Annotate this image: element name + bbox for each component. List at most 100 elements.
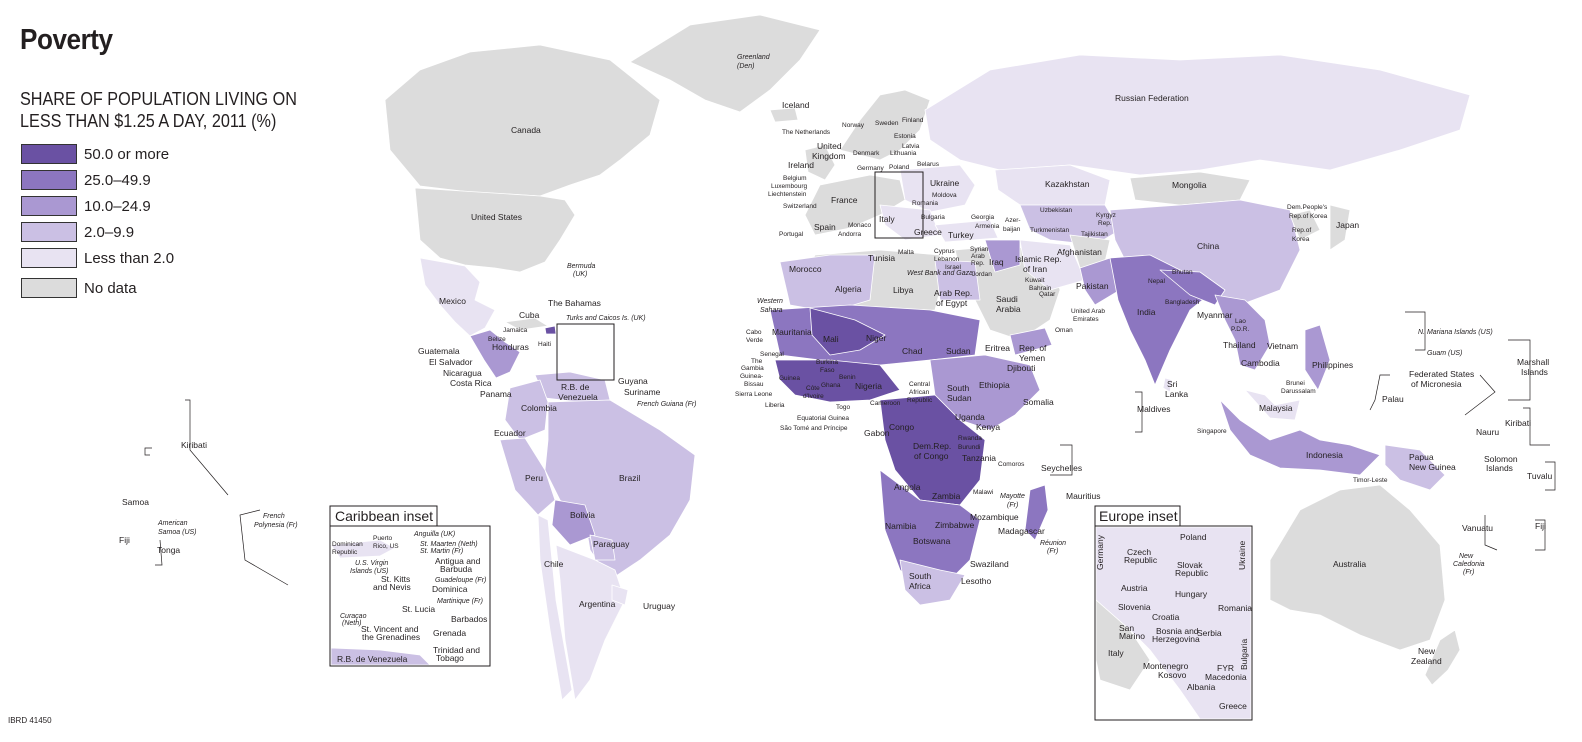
place-label: Yemen bbox=[1019, 353, 1045, 363]
place-label: Poland bbox=[889, 164, 910, 171]
place-label: St. Vincent and bbox=[361, 624, 419, 634]
place-label: Norway bbox=[842, 122, 865, 129]
place-label: and Nevis bbox=[373, 582, 411, 592]
place-label: Czech bbox=[1127, 547, 1151, 557]
place-label: Ecuador bbox=[494, 428, 526, 438]
place-label: San bbox=[1119, 623, 1134, 633]
place-label: Indonesia bbox=[1306, 450, 1343, 460]
place-label: Iraq bbox=[989, 257, 1004, 267]
place-label: Iceland bbox=[782, 100, 810, 110]
place-label: Chile bbox=[544, 559, 564, 569]
leader-line bbox=[144, 447, 152, 456]
place-label: Bermuda bbox=[567, 263, 596, 270]
place-label: Mali bbox=[823, 334, 839, 344]
place-label: Croatia bbox=[1152, 612, 1180, 622]
place-label: Myanmar bbox=[1197, 310, 1233, 320]
place-label: The Bahamas bbox=[548, 298, 601, 308]
place-label: St. Lucia bbox=[402, 604, 435, 614]
place-label: Mayotte bbox=[1000, 493, 1025, 500]
place-label: Côte bbox=[806, 385, 820, 392]
place-label: Ireland bbox=[788, 160, 814, 170]
place-label: Grenada bbox=[433, 628, 466, 638]
place-label: Faso bbox=[820, 367, 835, 374]
region-southern-africa bbox=[879, 469, 981, 591]
place-label: Niger bbox=[866, 333, 886, 343]
place-label: Belize bbox=[488, 336, 506, 343]
region-malaysia bbox=[1244, 389, 1301, 421]
place-label: Barbuda bbox=[440, 564, 472, 574]
legend-item: 25.0–49.9 bbox=[21, 167, 174, 193]
place-label: Latvia bbox=[902, 143, 920, 150]
place-label: Madagascar bbox=[998, 526, 1045, 536]
region-mali-niger bbox=[809, 307, 886, 356]
place-label: Djibouti bbox=[1007, 363, 1035, 373]
place-label: St. Kitts bbox=[381, 574, 410, 584]
region-new-zealand bbox=[1424, 629, 1461, 686]
place-label: Romania bbox=[912, 200, 938, 207]
place-label: Lithuania bbox=[890, 150, 917, 157]
place-label: Cuba bbox=[519, 310, 540, 320]
place-label: Bulgaria bbox=[921, 214, 945, 221]
place-label: Lebanon bbox=[934, 256, 960, 263]
place-label: Armenia bbox=[975, 223, 1000, 230]
place-label: (UK) bbox=[573, 271, 587, 278]
place-label: Herzegovina bbox=[1152, 634, 1200, 644]
place-label: Tanzania bbox=[962, 453, 996, 463]
place-label: R.B. de bbox=[561, 382, 590, 392]
place-label: (Neth) bbox=[342, 620, 361, 627]
place-label: Macedonia bbox=[1205, 672, 1247, 682]
place-label: Vietnam bbox=[1267, 341, 1298, 351]
region-turkey bbox=[934, 219, 999, 243]
map-code: IBRD 41450 bbox=[8, 716, 52, 725]
place-label: Georgia bbox=[971, 214, 995, 221]
region-sri-lanka bbox=[1162, 377, 1173, 393]
region-bolivia bbox=[551, 499, 596, 546]
place-label: P.D.R. bbox=[1231, 326, 1249, 333]
legend-label: 50.0 or more bbox=[84, 145, 170, 163]
legend-swatch bbox=[21, 144, 77, 164]
place-label: Paraguay bbox=[593, 539, 630, 549]
place-label: Trinidad and bbox=[433, 645, 480, 655]
europe-inset-title: Europe inset bbox=[1099, 508, 1178, 524]
place-label: Poland bbox=[1180, 532, 1207, 542]
place-label: Malta bbox=[898, 249, 914, 256]
place-label: Liberia bbox=[765, 402, 785, 409]
place-label: Guatemala bbox=[418, 346, 460, 356]
place-label: Curaçao bbox=[340, 613, 367, 620]
place-label: Moldova bbox=[932, 192, 957, 199]
place-label: Thailand bbox=[1223, 340, 1256, 350]
place-label: Italy bbox=[879, 214, 895, 224]
place-label: Barbados bbox=[451, 614, 487, 624]
place-label: Algeria bbox=[835, 284, 862, 294]
place-label: Afghanistan bbox=[1057, 247, 1102, 257]
place-label: of Micronesia bbox=[1411, 379, 1462, 389]
place-label: Maldives bbox=[1137, 404, 1171, 414]
place-label: Samoa bbox=[122, 497, 149, 507]
place-label: Anguilla (UK) bbox=[413, 531, 455, 538]
place-label: Republic bbox=[1124, 555, 1158, 565]
legend-item: 50.0 or more bbox=[21, 141, 174, 167]
region-papua-new-guinea bbox=[1384, 444, 1446, 491]
place-label: Lao bbox=[1235, 318, 1246, 325]
place-label: Namibia bbox=[885, 521, 916, 531]
place-label: Mauritania bbox=[772, 327, 812, 337]
place-label: Sri bbox=[1167, 379, 1178, 389]
place-label: Malawi bbox=[973, 489, 993, 496]
place-label: Kosovo bbox=[1158, 670, 1187, 680]
place-label: Islands bbox=[1486, 463, 1513, 473]
place-label: Arab bbox=[971, 253, 985, 260]
place-label: Togo bbox=[836, 404, 850, 411]
region-pakistan bbox=[1079, 257, 1121, 306]
region-united-states bbox=[414, 187, 576, 273]
place-label: Cabo bbox=[746, 329, 762, 336]
leader-line bbox=[1523, 407, 1550, 446]
region-central-africa bbox=[879, 394, 986, 506]
place-label: the Grenadines bbox=[362, 632, 420, 642]
place-label: of Egypt bbox=[936, 298, 968, 308]
place-label: Guinea- bbox=[740, 373, 763, 380]
region-madagascar bbox=[1024, 484, 1049, 541]
place-label: R.B. de Venezuela bbox=[337, 654, 408, 664]
place-label: Fiji bbox=[119, 535, 130, 545]
place-label: United States bbox=[471, 212, 522, 222]
place-label: Eritrea bbox=[985, 343, 1010, 353]
